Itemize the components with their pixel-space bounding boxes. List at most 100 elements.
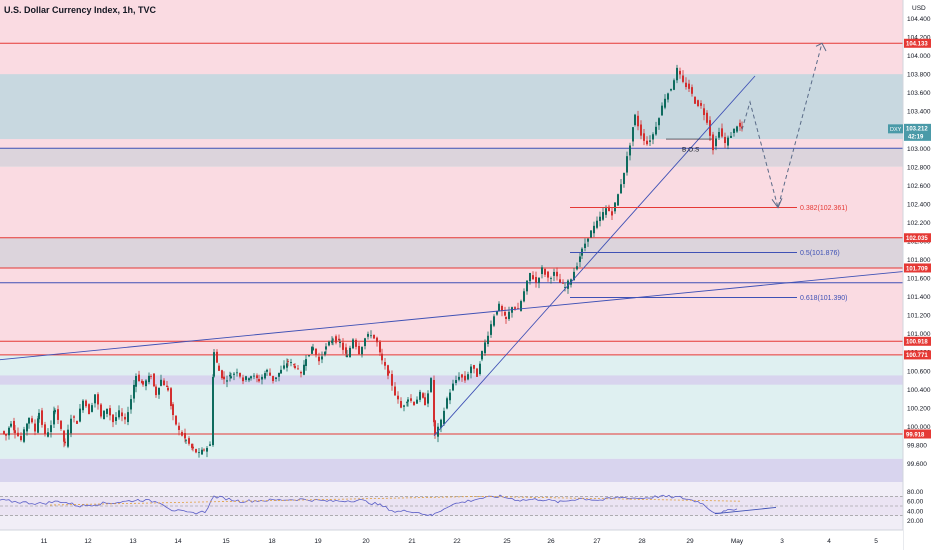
- candle-body: [505, 316, 507, 319]
- candle-body: [290, 362, 292, 364]
- x-tick-10: 25: [503, 538, 511, 545]
- candle-body: [63, 430, 65, 442]
- candle-body: [620, 184, 622, 194]
- candle-body: [446, 398, 448, 409]
- chart-title: U.S. Dollar Currency Index, 1h, TVC: [4, 5, 157, 15]
- candle-body: [82, 400, 84, 411]
- candle-body: [339, 342, 341, 344]
- candle-body: [508, 311, 510, 319]
- candle-body: [498, 303, 500, 311]
- zone-purple-1: [0, 375, 903, 385]
- candle-body: [487, 335, 489, 344]
- rsi-line: [0, 494, 738, 517]
- candle-body: [324, 351, 326, 355]
- candle-body: [38, 412, 40, 420]
- candle-body: [60, 420, 62, 429]
- y-tick-0: 104.400: [907, 16, 931, 23]
- level-tag-5: [904, 336, 931, 346]
- candle-body: [44, 424, 46, 435]
- candle-body: [741, 126, 743, 129]
- candle-body: [286, 363, 288, 368]
- candle-body: [106, 408, 108, 414]
- trendline-long: [0, 271, 904, 361]
- candle-body: [388, 371, 390, 374]
- x-tick-5: 18: [268, 538, 276, 545]
- candle-body: [458, 376, 460, 380]
- trendline-support: [433, 75, 756, 436]
- x-tick-2: 13: [129, 538, 137, 545]
- y-tick-14: 101.600: [907, 276, 931, 283]
- candle-body: [294, 366, 296, 369]
- candle-body: [338, 338, 340, 341]
- candle-body: [387, 365, 389, 376]
- candle-body: [473, 365, 475, 369]
- y-tick-11: 102.200: [907, 220, 931, 227]
- candle-body: [142, 381, 144, 385]
- candle-body: [461, 374, 463, 378]
- candle-body: [433, 379, 435, 423]
- x-tick-13: 28: [638, 538, 646, 545]
- candle-body: [617, 194, 619, 206]
- candle-body: [167, 387, 169, 391]
- projection-arrow-down: [771, 198, 783, 209]
- candle-body: [394, 386, 396, 396]
- fib-label-0: 0.382(102.361): [800, 205, 847, 212]
- candle-body: [623, 172, 625, 185]
- candle-body: [397, 395, 399, 400]
- candle-body: [427, 393, 429, 404]
- candle-body: [532, 275, 534, 280]
- bos-label: B.O.S: [682, 146, 700, 153]
- candle-body: [553, 271, 555, 276]
- candle-body: [484, 342, 486, 354]
- candle-body: [490, 324, 492, 335]
- candle-body: [593, 225, 595, 234]
- candle-body: [261, 376, 263, 380]
- y-tick-20: 100.400: [907, 387, 931, 394]
- candle-body: [584, 243, 586, 248]
- candle-body: [599, 216, 601, 222]
- candle-body: [23, 429, 25, 442]
- candle-body: [443, 410, 445, 424]
- x-tick-8: 21: [408, 538, 416, 545]
- candle-body: [133, 384, 135, 399]
- candle-body: [626, 156, 628, 173]
- candle-body: [64, 441, 66, 444]
- rsi-tick-0: 80.00: [907, 489, 924, 496]
- candle-body: [721, 128, 723, 137]
- candle-body: [195, 449, 197, 453]
- candle-body: [658, 118, 660, 126]
- y-tick-19: 100.600: [907, 368, 931, 375]
- candle-body: [718, 132, 720, 138]
- candle-body: [17, 432, 19, 436]
- rsi-tick-1: 60.00: [907, 499, 924, 506]
- candle-body: [424, 397, 426, 406]
- candle-body: [655, 126, 657, 135]
- candle-body: [685, 82, 687, 88]
- candle-body: [416, 399, 418, 404]
- candle-body: [682, 75, 684, 82]
- candle-body: [124, 416, 126, 420]
- candle-body: [112, 414, 114, 423]
- candle-body: [730, 135, 732, 138]
- candle-body: [212, 376, 214, 446]
- candle-body: [305, 359, 307, 366]
- x-tick-7: 20: [362, 538, 370, 545]
- level-tag-0: [904, 38, 931, 48]
- y-tick-13: 101.800: [907, 257, 931, 264]
- y-tick-5: 103.400: [907, 109, 931, 116]
- candle-body: [700, 103, 702, 106]
- y-tick-7: 103.000: [907, 146, 931, 153]
- y-tick-9: 102.600: [907, 183, 931, 190]
- candles-group: [3, 64, 743, 458]
- candle-body: [118, 410, 120, 418]
- candle-body: [47, 432, 49, 437]
- candle-body: [188, 438, 190, 444]
- candle-body: [562, 282, 564, 284]
- level-tag-label-0: 104.133: [906, 42, 928, 48]
- candle-body: [303, 364, 305, 375]
- candle-body: [637, 115, 639, 127]
- candle-body: [226, 380, 228, 382]
- y-tick-17: 101.000: [907, 331, 931, 338]
